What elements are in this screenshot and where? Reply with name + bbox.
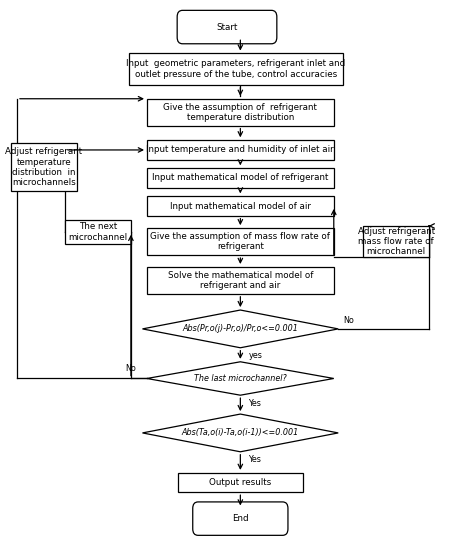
Text: Abs(Pr,o(j)-Pr,o)/Pr,o<=0.001: Abs(Pr,o(j)-Pr,o)/Pr,o<=0.001 <box>183 324 298 333</box>
Text: Input mathematical model of refrigerant: Input mathematical model of refrigerant <box>152 173 329 183</box>
Polygon shape <box>147 362 334 395</box>
Text: Adjust refrigerant
mass flow rate of
microchannel: Adjust refrigerant mass flow rate of mic… <box>357 227 434 256</box>
Text: The last microchannel?: The last microchannel? <box>194 374 287 383</box>
Bar <box>147 140 334 160</box>
Bar <box>11 143 77 191</box>
Text: The next
microchannel: The next microchannel <box>69 222 128 241</box>
Bar <box>147 267 334 294</box>
Bar <box>147 196 334 216</box>
FancyBboxPatch shape <box>193 502 288 535</box>
Text: Adjust refrigerant
temperature
distribution  in
microchannels: Adjust refrigerant temperature distribut… <box>5 147 82 188</box>
Text: Input  geometric parameters, refrigerant inlet and
outlet pressure of the tube, : Input geometric parameters, refrigerant … <box>126 59 345 79</box>
Bar <box>147 168 334 188</box>
Polygon shape <box>143 414 338 452</box>
Bar <box>178 473 303 492</box>
Bar <box>147 99 334 126</box>
Text: Abs(Ta,o(i)-Ta,o(i-1))<=0.001: Abs(Ta,o(i)-Ta,o(i-1))<=0.001 <box>182 428 299 437</box>
Text: Start: Start <box>216 23 238 31</box>
Text: End: End <box>232 514 249 523</box>
Text: Yes: Yes <box>248 455 261 464</box>
Text: Input temperature and humidity of inlet air: Input temperature and humidity of inlet … <box>147 145 334 155</box>
Text: No: No <box>344 316 355 324</box>
Bar <box>129 53 343 85</box>
Text: yes: yes <box>248 351 262 360</box>
Text: Yes: Yes <box>248 399 261 408</box>
Text: Input mathematical model of air: Input mathematical model of air <box>170 201 311 211</box>
Polygon shape <box>143 310 338 348</box>
Text: Solve the mathematical model of
refrigerant and air: Solve the mathematical model of refriger… <box>168 271 313 290</box>
Bar <box>65 220 131 244</box>
Text: No: No <box>125 364 136 373</box>
Bar <box>363 226 429 257</box>
FancyBboxPatch shape <box>177 10 277 44</box>
Bar <box>147 228 334 255</box>
Text: Give the assumption of mass flow rate of
refrigerant: Give the assumption of mass flow rate of… <box>150 232 331 251</box>
Text: Output results: Output results <box>209 478 271 487</box>
Text: Give the assumption of  refrigerant
temperature distribution: Give the assumption of refrigerant tempe… <box>163 102 317 122</box>
